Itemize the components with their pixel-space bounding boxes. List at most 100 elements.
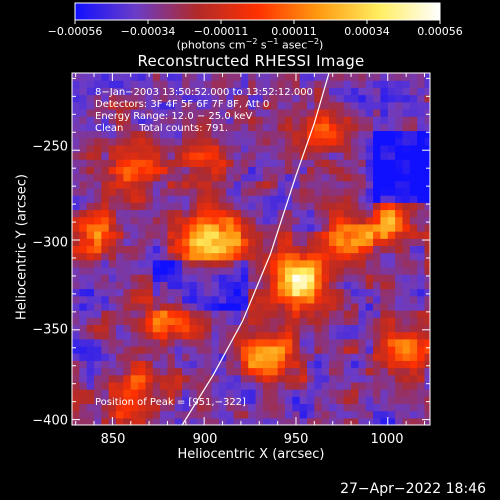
heatmap-cell [373, 159, 382, 167]
heatmap-cell [292, 195, 301, 203]
heatmap-cell [387, 238, 396, 246]
heatmap-cell [226, 252, 235, 261]
heatmap-cell [306, 216, 315, 225]
heatmap-cell [130, 396, 139, 405]
heatmap-cell [358, 417, 367, 425]
heatmap-cell [343, 389, 352, 397]
heatmap-cell [116, 410, 124, 419]
heatmap-cell [94, 144, 102, 153]
heatmap-cell [240, 152, 249, 160]
heatmap-cell [284, 266, 293, 275]
heatmap-cell [86, 252, 95, 261]
heatmap-cell [262, 410, 271, 419]
heatmap-cell [343, 238, 352, 246]
heatmap-cell [152, 144, 161, 153]
heatmap-cell [138, 417, 147, 425]
heatmap-cell [402, 195, 411, 203]
heatmap-cell [314, 144, 323, 153]
heatmap-cell [108, 403, 117, 412]
heatmap-cell [277, 252, 286, 261]
heatmap-cell [306, 123, 315, 132]
heatmap-cell [79, 374, 88, 383]
heatmap-cell [174, 123, 183, 132]
heatmap-cell [343, 231, 352, 239]
heatmap-cell [284, 130, 293, 139]
heatmap-cell [72, 381, 80, 390]
heatmap-cell [387, 353, 396, 361]
heatmap-cell [409, 367, 418, 376]
heatmap-cell [365, 274, 374, 282]
heatmap-cell [72, 137, 80, 146]
heatmap-cell [218, 295, 227, 304]
heatmap-cell [395, 130, 404, 139]
heatmap-cell [387, 216, 396, 225]
heatmap-cell [358, 410, 367, 419]
heatmap-cell [167, 108, 176, 117]
heatmap-cell [299, 274, 308, 282]
heatmap-cell [409, 310, 418, 318]
heatmap-cell [196, 195, 205, 203]
heatmap-cell [72, 166, 80, 175]
heatmap-cell [306, 317, 315, 326]
heatmap-cell [152, 266, 161, 275]
heatmap-cell [130, 223, 139, 232]
heatmap-cell [240, 202, 249, 211]
heatmap-cell [152, 209, 161, 218]
heatmap-cell [167, 166, 176, 175]
heatmap-cell [314, 87, 323, 96]
heatmap-cell [86, 403, 95, 412]
heatmap-cell [160, 324, 169, 333]
heatmap-cell [101, 187, 110, 196]
heatmap-cell [196, 360, 205, 369]
heatmap-cell [174, 144, 183, 153]
heatmap-cell [424, 266, 430, 275]
heatmap-cell [94, 245, 102, 254]
heatmap-cell [292, 381, 301, 390]
heatmap-cell [160, 245, 169, 254]
heatmap-cell [373, 116, 382, 124]
heatmap-cell [387, 317, 396, 326]
heatmap-cell [365, 87, 374, 96]
heatmap-cell [196, 80, 205, 88]
heatmap-cell [380, 345, 389, 354]
heatmap-cell [329, 288, 337, 297]
heatmap-cell [255, 187, 264, 196]
heatmap-cell [380, 123, 389, 132]
heatmap-cell [402, 137, 411, 146]
heatmap-cell [233, 159, 242, 167]
heatmap-cell [240, 130, 249, 139]
heatmap-cell [395, 238, 404, 246]
heatmap-cell [270, 187, 279, 196]
heatmap-cell [358, 353, 367, 361]
heatmap-cell [314, 389, 323, 397]
heatmap-cell [130, 152, 139, 160]
heatmap-cell [270, 288, 279, 297]
heatmap-cell [299, 345, 308, 354]
heatmap-cell [248, 410, 257, 419]
heatmap-cell [233, 94, 242, 103]
heatmap-cell [417, 123, 426, 132]
heatmap-cell [189, 216, 198, 225]
heatmap-cell [94, 87, 102, 96]
heatmap-cell [123, 259, 132, 268]
heatmap-cell [108, 396, 117, 405]
heatmap-cell [152, 130, 161, 139]
heatmap-cell [79, 101, 88, 110]
heatmap-cell [116, 266, 124, 275]
heatmap-cell [373, 137, 382, 146]
heatmap-cell [248, 302, 257, 311]
heatmap-cell [116, 245, 124, 254]
heatmap-cell [189, 130, 198, 139]
heatmap-cell [211, 173, 220, 182]
heatmap-cell [145, 259, 154, 268]
heatmap-cell [306, 108, 315, 117]
heatmap-cell [174, 223, 183, 232]
heatmap-cell [233, 209, 242, 218]
heatmap-cell [108, 101, 117, 110]
heatmap-cell [395, 209, 404, 218]
heatmap-cell [292, 317, 301, 326]
heatmap-cell [167, 252, 176, 261]
heatmap-cell [321, 417, 330, 425]
heatmap-cell [152, 187, 161, 196]
heatmap-cell [94, 80, 102, 88]
